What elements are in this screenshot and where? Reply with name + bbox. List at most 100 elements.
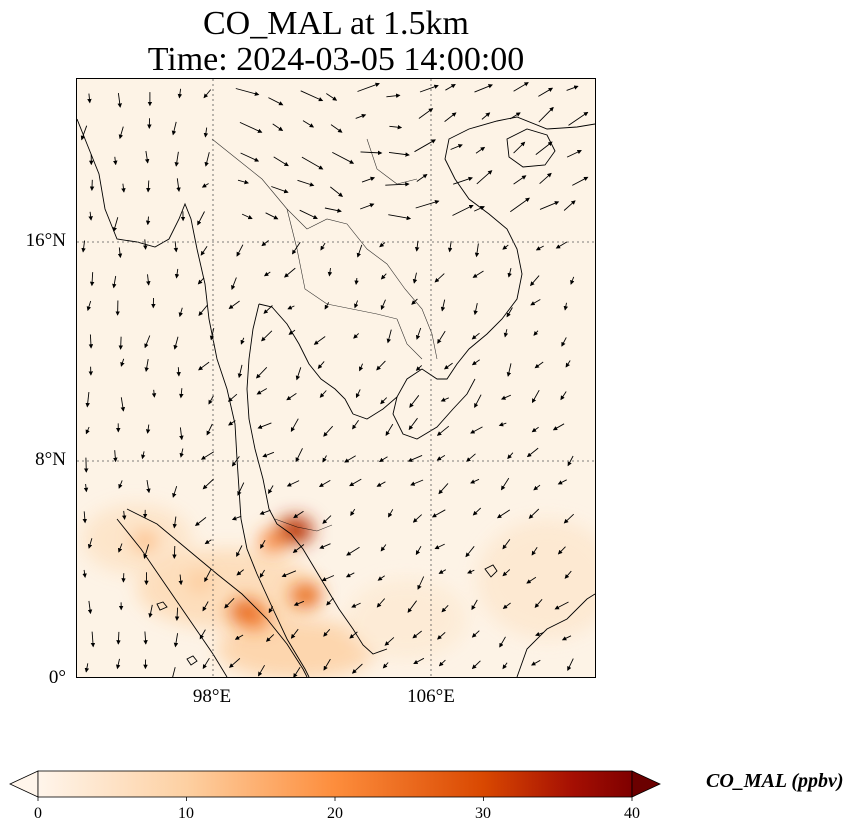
wind-arrow <box>379 242 386 248</box>
wind-arrow <box>87 93 92 104</box>
wind-arrow <box>572 176 589 186</box>
wind-arrow <box>513 141 526 154</box>
co-hotspot <box>259 530 287 552</box>
wind-arrow <box>563 200 576 211</box>
wind-arrow <box>438 569 447 574</box>
wind-arrow <box>376 360 386 371</box>
co-hotspot <box>290 583 322 607</box>
wind-arrow <box>410 479 424 486</box>
wind-arrow <box>118 126 124 140</box>
wind-arrow <box>506 363 512 377</box>
wind-arrow <box>290 628 299 639</box>
wind-arrow <box>355 389 361 399</box>
wind-arrow <box>171 121 177 136</box>
wind-arrow <box>475 146 486 154</box>
wind-arrow <box>330 124 343 133</box>
wind-arrow <box>172 516 178 529</box>
wind-arrow <box>288 329 296 335</box>
wind-arrow <box>568 111 589 126</box>
co-hotspot <box>239 606 269 629</box>
wind-arrow <box>176 367 181 377</box>
wind-arrow <box>418 108 434 119</box>
co-hotspot <box>277 516 314 544</box>
wind-arrow <box>417 576 425 590</box>
wind-arrow <box>415 365 423 371</box>
wind-arrow <box>437 632 446 640</box>
wind-arrow <box>324 207 342 213</box>
wind-arrow <box>317 361 325 369</box>
wind-arrow <box>534 361 544 369</box>
wind-arrow <box>414 139 436 153</box>
wind-arrow <box>376 598 386 608</box>
wind-arrow <box>552 423 565 431</box>
wind-arrow <box>332 152 355 164</box>
wind-arrow <box>176 178 181 192</box>
wind-arrow <box>141 451 146 460</box>
wind-arrow <box>118 336 123 350</box>
wind-arrow <box>441 604 449 613</box>
wind-arrow <box>117 543 123 553</box>
wind-arrow <box>376 481 386 487</box>
wind-arrow <box>412 272 418 284</box>
wind-arrow <box>358 363 364 372</box>
wind-arrow <box>438 659 446 667</box>
wind-arrow <box>412 630 422 639</box>
wind-arrow <box>263 271 271 277</box>
wind-arrow <box>198 304 208 316</box>
wind-arrow <box>531 426 539 433</box>
wind-arrow <box>144 359 149 372</box>
wind-arrow <box>500 394 511 400</box>
wind-arrow <box>257 422 272 429</box>
wind-arrow <box>271 186 289 194</box>
wind-arrow <box>502 662 508 670</box>
map-panel <box>76 78 596 678</box>
wind-arrow <box>344 455 356 463</box>
wind-arrow <box>286 480 300 487</box>
wind-arrow <box>349 478 362 487</box>
co-hotspot <box>134 532 157 550</box>
wind-arrow <box>85 426 90 435</box>
wind-arrow <box>178 307 183 318</box>
wind-arrow <box>561 337 567 347</box>
wind-arrow <box>203 127 209 138</box>
wind-arrow <box>360 150 383 156</box>
wind-arrow <box>290 418 299 432</box>
wind-arrow <box>321 575 335 582</box>
wind-arrow <box>197 277 205 285</box>
wind-arrow <box>203 89 212 99</box>
wind-arrow <box>80 125 88 141</box>
wind-arrow <box>564 570 572 579</box>
wind-arrow <box>470 426 483 434</box>
wind-arrow <box>380 273 387 280</box>
wind-arrow <box>300 90 324 102</box>
graticule <box>77 79 595 677</box>
wind-arrow <box>346 546 360 556</box>
wind-arrow <box>284 267 296 278</box>
wind-arrow <box>268 605 273 614</box>
map-title-line1: CO_MAL at 1.5km <box>202 5 469 42</box>
wind-arrow <box>476 170 493 185</box>
wind-arrow <box>259 569 265 578</box>
wind-arrow <box>345 572 355 578</box>
wind-arrow <box>513 82 529 92</box>
wind-arrow <box>292 544 305 553</box>
wind-arrow <box>262 451 275 458</box>
wind-arrow <box>206 423 213 436</box>
wind-arrow <box>388 214 412 221</box>
wind-arrow <box>502 569 511 577</box>
wind-arrow <box>112 275 117 289</box>
wind-arrow <box>143 631 148 645</box>
wind-arrow <box>407 454 423 462</box>
wind-arrow <box>415 199 440 209</box>
wind-arrow <box>499 636 506 648</box>
wind-arrow <box>414 240 420 252</box>
wind-arrow <box>320 242 326 251</box>
coastlines <box>77 116 595 677</box>
wind-arrow <box>436 455 446 461</box>
wind-arrow <box>291 242 301 255</box>
wind-arrow <box>240 152 260 162</box>
wind-arrow <box>204 539 212 545</box>
wind-arrow <box>146 180 151 193</box>
wind-arrow <box>356 244 363 258</box>
wind-arrow <box>258 664 265 677</box>
